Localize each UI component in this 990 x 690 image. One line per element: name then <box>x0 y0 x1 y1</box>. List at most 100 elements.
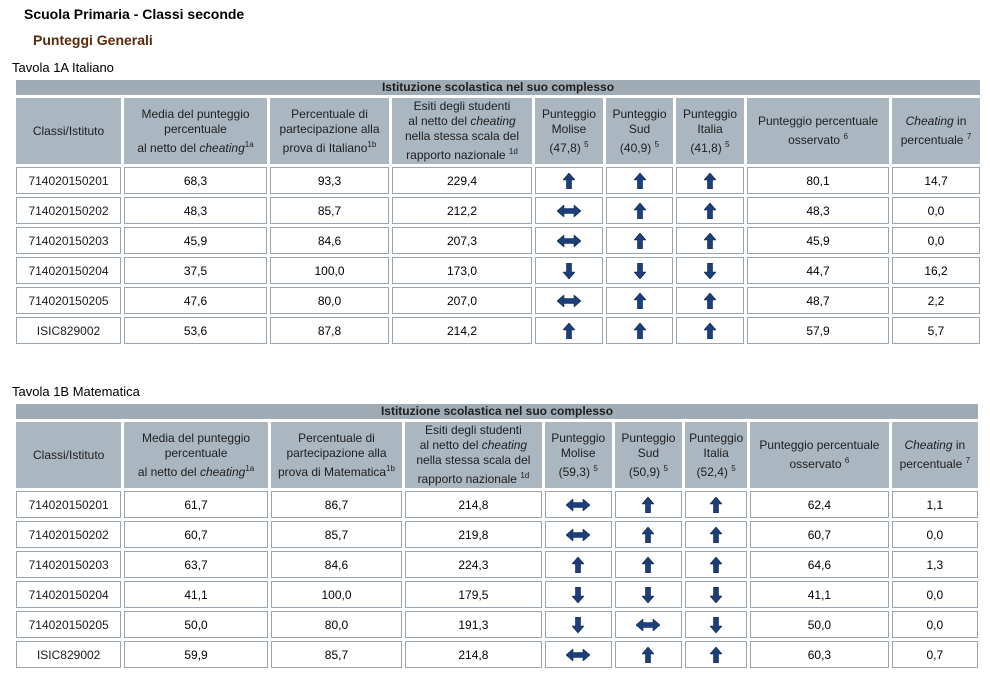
arrow-down-icon <box>563 262 575 279</box>
cell-cheating: 1,1 <box>891 491 978 518</box>
arrow-up-icon <box>704 232 716 249</box>
cell-partecipazione: 85,7 <box>270 641 403 668</box>
table-matematica: Istituzione scolastica nel suo complesso… <box>13 401 981 671</box>
arrow-left-right-icon <box>557 235 581 248</box>
cell-molise-trend <box>544 491 612 518</box>
cell-esiti: 219,8 <box>405 521 542 548</box>
cell-italia-trend <box>685 611 748 638</box>
cell-partecipazione: 85,7 <box>270 197 389 224</box>
cell-media: 48,3 <box>124 197 267 224</box>
cell-sud-trend <box>606 167 673 194</box>
cell-media: 50,0 <box>124 611 268 638</box>
table-row: 714020150203 45,9 84,6 207,3 45,9 0,0 <box>16 227 981 254</box>
cell-partecipazione: 84,6 <box>270 551 403 578</box>
cell-osservato: 45,9 <box>747 227 889 254</box>
cell-esiti: 207,0 <box>392 287 532 314</box>
arrow-left-right-icon <box>566 499 591 512</box>
cell-esiti: 179,5 <box>405 581 542 608</box>
cell-molise-trend <box>544 581 612 608</box>
cell-esiti: 191,3 <box>405 611 542 638</box>
section-title: Punteggi Generali <box>33 32 153 48</box>
header-media: Media del punteggio percentuale al netto d… <box>124 422 268 488</box>
arrow-up-icon <box>563 172 575 189</box>
header-molise: Punteggio Molise (47,8) 5 <box>535 98 603 164</box>
header-classi: Classi/Istituto <box>16 98 121 164</box>
cell-esiti: 214,8 <box>405 641 542 668</box>
header-media: Media del punteggio percentuale al netto d… <box>124 98 267 164</box>
cell-partecipazione: 93,3 <box>270 167 389 194</box>
cell-sud-trend <box>606 257 673 284</box>
cell-osservato: 41,1 <box>750 581 889 608</box>
table-row: ISIC829002 53,6 87,8 214,2 57,9 5,7 <box>16 317 981 344</box>
cell-osservato: 64,6 <box>750 551 889 578</box>
cell-esiti: 224,3 <box>405 551 542 578</box>
cell-cheating: 14,7 <box>892 167 981 194</box>
cell-molise-trend <box>535 197 603 224</box>
header-molise: Punteggio Molise (59,3) 5 <box>544 422 612 488</box>
arrow-down-icon <box>710 616 723 633</box>
cell-italia-trend <box>685 521 748 548</box>
table-row: ISIC829002 59,9 85,7 214,8 60,3 0,7 <box>16 641 978 668</box>
arrow-left-right-icon <box>557 295 581 308</box>
table-row: 714020150202 48,3 85,7 212,2 48,3 0,0 <box>16 197 981 224</box>
cell-osservato: 48,7 <box>747 287 889 314</box>
cell-sud-trend <box>614 611 683 638</box>
arrow-down-icon <box>642 586 655 603</box>
arrow-up-icon <box>642 526 655 543</box>
cell-molise-trend <box>544 611 612 638</box>
header-cheating: Cheating in percentuale 7 <box>891 422 978 488</box>
arrow-up-icon <box>563 322 575 339</box>
cell-molise-trend <box>535 317 603 344</box>
cell-molise-trend <box>544 521 612 548</box>
cell-cheating: 2,2 <box>892 287 981 314</box>
cell-sud-trend <box>606 287 673 314</box>
cell-cheating: 1,3 <box>891 551 978 578</box>
cell-esiti: 173,0 <box>392 257 532 284</box>
cell-media: 41,1 <box>124 581 268 608</box>
arrow-left-right-icon <box>557 205 581 218</box>
arrow-up-icon <box>633 232 646 249</box>
cell-osservato: 60,7 <box>750 521 889 548</box>
cell-sud-trend <box>614 491 683 518</box>
cell-partecipazione: 100,0 <box>270 257 389 284</box>
cell-media: 37,5 <box>124 257 267 284</box>
arrow-left-right-icon <box>566 529 591 542</box>
arrow-up-icon <box>572 556 585 573</box>
arrow-up-icon <box>633 172 646 189</box>
cell-name: 714020150203 <box>16 227 121 254</box>
cell-molise-trend <box>535 167 603 194</box>
cell-esiti: 212,2 <box>392 197 532 224</box>
cell-molise-trend <box>535 227 603 254</box>
cell-name: 714020150204 <box>16 581 122 608</box>
cell-cheating: 0,0 <box>891 581 978 608</box>
arrow-up-icon <box>704 172 716 189</box>
cell-name: 714020150205 <box>16 287 121 314</box>
header-row: Classi/Istituto Media del punteggio perce… <box>16 98 981 164</box>
cell-sud-trend <box>606 227 673 254</box>
arrow-up-icon <box>704 202 716 219</box>
table-row: 714020150201 61,7 86,7 214,8 62,4 1,1 <box>16 491 978 518</box>
page-title: Scuola Primaria - Classi seconde <box>24 6 245 22</box>
cell-media: 61,7 <box>124 491 268 518</box>
header-row: Classi/Istituto Media del punteggio perce… <box>16 422 978 488</box>
table-row: 714020150204 41,1 100,0 179,5 41,1 0,0 <box>16 581 978 608</box>
cell-name: 714020150202 <box>16 521 122 548</box>
arrow-down-icon <box>633 262 646 279</box>
cell-partecipazione: 80,0 <box>270 287 389 314</box>
arrow-up-icon <box>633 292 646 309</box>
cell-cheating: 0,7 <box>891 641 978 668</box>
header-italia: Punteggio Italia (41,8) 5 <box>676 98 744 164</box>
cell-osservato: 62,4 <box>750 491 889 518</box>
cell-partecipazione: 100,0 <box>270 581 403 608</box>
header-sud: Punteggio Sud (40,9) 5 <box>606 98 673 164</box>
cell-osservato: 44,7 <box>747 257 889 284</box>
cell-sud-trend <box>614 581 683 608</box>
arrow-left-right-icon <box>636 619 661 632</box>
arrow-up-icon <box>642 646 655 663</box>
cell-sud-trend <box>614 521 683 548</box>
cell-esiti: 229,4 <box>392 167 532 194</box>
cell-italia-trend <box>676 317 744 344</box>
cell-name: ISIC829002 <box>16 317 121 344</box>
header-osservato: Punteggio percentuale osservato 6 <box>750 422 889 488</box>
cell-esiti: 207,3 <box>392 227 532 254</box>
